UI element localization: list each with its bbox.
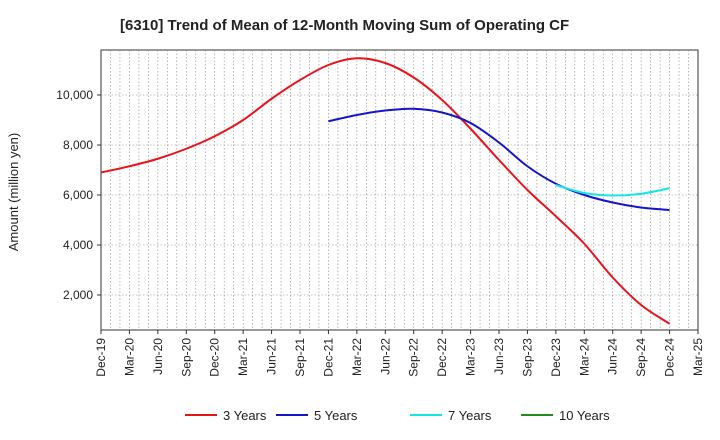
x-tick-label: Mar-22	[350, 338, 364, 376]
y-tick-label: 4,000	[63, 238, 93, 252]
x-tick-label: Mar-20	[122, 338, 136, 376]
x-tick-label: Jun-21	[265, 338, 279, 375]
x-tick-label: Dec-21	[321, 338, 335, 377]
legend: 3 Years 5 Years 7 Years 10 Years	[185, 408, 610, 423]
legend-label: 5 Years	[314, 408, 358, 423]
y-tick-label: 8,000	[63, 138, 93, 152]
y-tick-label: 2,000	[63, 288, 93, 302]
legend-label: 3 Years	[223, 408, 267, 423]
y-tick-label: 10,000	[56, 88, 93, 102]
x-tick-label: Dec-22	[435, 338, 449, 377]
legend-label: 10 Years	[559, 408, 610, 423]
series-lines	[100, 57, 671, 325]
x-tick-label: Dec-23	[549, 338, 563, 377]
x-tick-label: Sep-23	[520, 338, 534, 377]
x-tick-label: Dec-20	[208, 338, 222, 377]
y-axis-label: Amount (million yen)	[6, 133, 21, 252]
x-tick-label: Mar-24	[577, 338, 591, 376]
legend-label: 7 Years	[448, 408, 492, 423]
plot-area	[100, 49, 699, 331]
series-line-5-years	[328, 107, 670, 211]
x-tick-label: Dec-24	[663, 338, 677, 377]
x-tick-label: Sep-24	[634, 338, 648, 377]
x-axis-ticks: Dec-19 Mar-20 Jun-20 Sep-20 Dec-20 Mar-21 Jun-…	[94, 330, 705, 377]
x-tick-label: Sep-22	[407, 338, 421, 377]
x-tick-label: Mar-23	[464, 338, 478, 376]
y-axis-ticks: 2,000 4,000 6,000 8,000 10,000	[56, 88, 101, 302]
grid-lines	[101, 50, 698, 330]
x-tick-label: Jun-23	[492, 338, 506, 375]
x-tick-label: Jun-20	[151, 338, 165, 375]
chart-title: [6310] Trend of Mean of 12-Month Moving …	[120, 17, 569, 34]
x-tick-label: Jun-24	[606, 338, 620, 375]
series-line-3-years	[100, 57, 671, 325]
x-tick-label: Dec-19	[94, 338, 108, 377]
x-tick-label: Sep-20	[179, 338, 193, 377]
x-tick-label: Jun-22	[378, 338, 392, 375]
x-tick-label: Mar-25	[691, 338, 705, 376]
x-tick-label: Sep-21	[293, 338, 307, 377]
x-tick-label: Mar-21	[236, 338, 250, 376]
y-tick-label: 6,000	[63, 188, 93, 202]
series-line-7-years	[555, 184, 670, 197]
